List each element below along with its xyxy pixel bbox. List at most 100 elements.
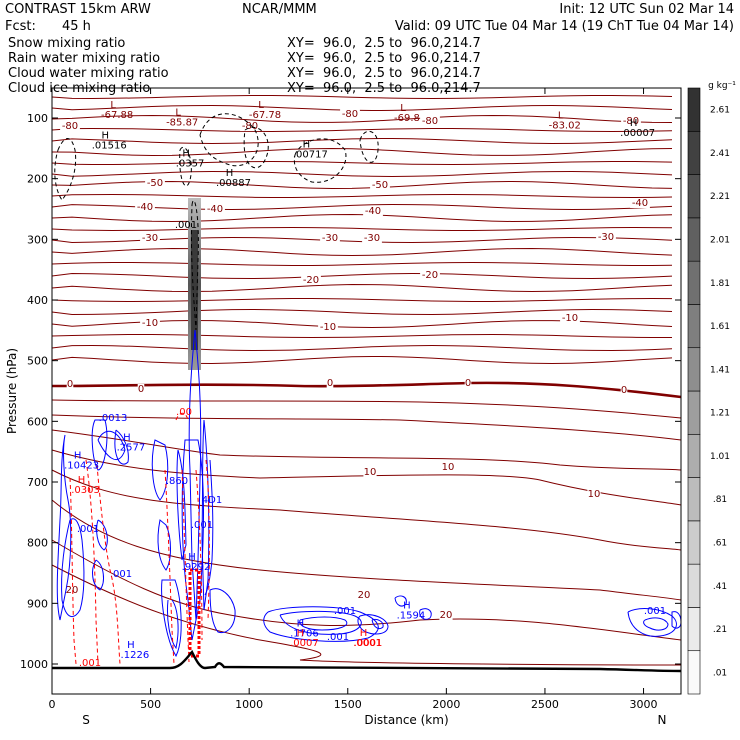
isotherm — [51, 283, 673, 293]
isotherm — [51, 449, 682, 506]
colorbar-level-label: 2.41 — [710, 149, 730, 159]
isotherm — [51, 104, 673, 112]
rain-water-label: .0001 — [354, 638, 383, 649]
cloud-water-contour — [157, 519, 171, 571]
extremum-value-label: .00717 — [293, 149, 328, 160]
isotherm — [51, 247, 673, 257]
y-tick-label: 500 — [27, 355, 48, 368]
rain-water-contour — [181, 469, 190, 663]
y-tick-label: 900 — [27, 597, 48, 610]
cloud-water-contour — [419, 608, 432, 620]
isotherm — [51, 127, 673, 133]
isotherm — [51, 170, 673, 178]
colorbar: .01 .21 .41 .61 .81 1.01 1.21 1.41 1.61 1.81 2.01 2… — [687, 81, 736, 695]
isotherm-label: 20 — [66, 585, 79, 596]
isotherm — [51, 308, 673, 316]
colorbar-level-label: 1.61 — [710, 322, 730, 332]
x-tick-label: 1500 — [334, 698, 362, 711]
cloud-water-contour — [96, 519, 108, 551]
contour-label-bg — [620, 385, 628, 395]
temperature-contours: -80 -80 -80 -80 -80 -50 -50 -40 -40 -40 -40 -30 -30 -… — [51, 95, 682, 666]
cloud-water-contour — [91, 419, 108, 471]
contour-label-bg — [205, 204, 225, 214]
extremum-type-label: H — [297, 619, 305, 630]
rain-water-contour — [164, 469, 175, 665]
cloud-water-label: .0013 — [99, 413, 128, 424]
cloud-water-contour — [209, 588, 236, 634]
extremum-value-label: -69.8 — [394, 113, 420, 124]
colorbar-swatch — [687, 607, 701, 652]
colorbar-level-label: 1.01 — [710, 452, 730, 462]
extrema-labels: L-67.88 L-85.87L-67.78L-69.8 L-83.02 H.0000… — [64, 100, 655, 661]
y-tick-label: 600 — [27, 415, 48, 428]
isotherm-label: -40 — [137, 202, 153, 213]
rain-water-contour — [96, 464, 121, 665]
extremum-value-label: .0303 — [71, 485, 100, 496]
cloud-ice-contour — [359, 130, 379, 163]
rain-water-contour — [85, 459, 99, 665]
extremum-type-label: L — [175, 107, 181, 118]
valid-time: Valid: 09 UTC Tue 04 Mar 14 (19 ChT Tue … — [395, 19, 734, 34]
model-title: CONTRAST 15km ARW — [5, 2, 151, 17]
extremum-value-label: .0357 — [176, 159, 205, 170]
cloud-water-contour — [97, 430, 126, 461]
colorbar-swatch — [687, 433, 701, 478]
x-tick-label: 500 — [140, 698, 161, 711]
rain-water-contour — [69, 477, 77, 665]
extremum-value-label: .2577 — [117, 442, 146, 453]
extremum-value-label: .01516 — [92, 140, 127, 151]
colorbar-swatch — [687, 563, 701, 608]
cloud-water-label: 4D1 — [202, 495, 222, 506]
north-endpoint-label: N — [658, 713, 667, 727]
field-name-cloud-water: Cloud water mixing ratio — [8, 66, 169, 81]
contour-label-bg — [301, 275, 321, 285]
contour-label-bg — [621, 116, 641, 126]
contour-label-bg — [340, 109, 360, 119]
rain-water-contour — [175, 412, 189, 421]
y-axis-label: Pressure (hPa) — [5, 348, 19, 434]
extremum-type-label: H — [360, 628, 368, 639]
cloud-water-contour — [204, 459, 214, 596]
contour-label-bg — [357, 590, 371, 600]
isotherm — [51, 147, 673, 157]
contour-label-bg — [596, 232, 616, 242]
contour-label-bg — [320, 233, 340, 243]
extremum-type-label: L — [400, 103, 406, 114]
extremum-value-label: .1594 — [397, 611, 426, 622]
contour-label-bg — [420, 116, 440, 126]
isotherm-label: -50 — [147, 178, 163, 189]
cloud-water-label: .001 — [327, 632, 349, 643]
isotherm — [51, 539, 682, 641]
colorbar-level-label: 1.21 — [710, 409, 730, 419]
colorbar-level-label: 2.01 — [710, 236, 730, 246]
colorbar-swatch — [687, 477, 701, 522]
colorbar-level-label: 1.41 — [710, 365, 730, 375]
extremum-type-label: H — [226, 168, 234, 179]
isotherm-label: 0 — [465, 378, 471, 389]
center-label: NCAR/MMM — [242, 2, 317, 17]
extremum-value-label: .0007 — [290, 638, 319, 649]
field-legend: Snow mixing ratio XY= 96.0, 2.5 to 96.0,… — [8, 36, 481, 96]
colorbar-level-label: 1.81 — [710, 279, 730, 289]
extremum-type-label: H — [188, 552, 196, 563]
colorbar-swatch — [687, 390, 701, 435]
isotherm-label: -10 — [142, 318, 158, 329]
isotherm — [51, 213, 673, 223]
extremum-type-label: H — [74, 451, 82, 462]
cloud-water-label: .001 — [334, 606, 356, 617]
cloud-water-contour — [56, 434, 72, 621]
colorbar-level-label: .41 — [713, 582, 727, 592]
isotherm — [51, 355, 673, 365]
isotherm — [51, 564, 682, 666]
fcst-label: Fcst: — [5, 19, 36, 34]
south-endpoint-label: S — [82, 713, 90, 727]
cloud-water-label: .001 — [191, 520, 213, 531]
isotherm — [51, 399, 682, 419]
extremum-value-label: .00887 — [216, 178, 251, 189]
x-tick-label: 1000 — [235, 698, 263, 711]
contour-label-bg — [137, 384, 145, 394]
terrain — [52, 649, 682, 673]
y-tick-label: 200 — [27, 173, 48, 186]
freezing-level-isotherm — [51, 381, 682, 399]
